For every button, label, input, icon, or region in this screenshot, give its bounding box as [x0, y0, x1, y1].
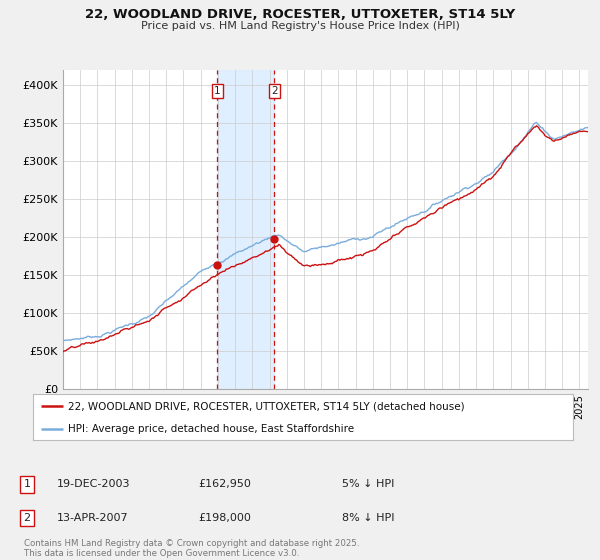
Text: £162,950: £162,950 — [198, 479, 251, 489]
Text: Price paid vs. HM Land Registry's House Price Index (HPI): Price paid vs. HM Land Registry's House … — [140, 21, 460, 31]
Text: 8% ↓ HPI: 8% ↓ HPI — [342, 513, 395, 523]
Bar — [217, 70, 274, 389]
Text: 1: 1 — [23, 479, 31, 489]
Text: 22, WOODLAND DRIVE, ROCESTER, UTTOXETER, ST14 5LY: 22, WOODLAND DRIVE, ROCESTER, UTTOXETER,… — [85, 8, 515, 21]
Text: 5% ↓ HPI: 5% ↓ HPI — [342, 479, 394, 489]
Text: HPI: Average price, detached house, East Staffordshire: HPI: Average price, detached house, East… — [68, 424, 354, 435]
Text: 22, WOODLAND DRIVE, ROCESTER, UTTOXETER, ST14 5LY (detached house): 22, WOODLAND DRIVE, ROCESTER, UTTOXETER,… — [68, 401, 465, 411]
Text: Contains HM Land Registry data © Crown copyright and database right 2025.
This d: Contains HM Land Registry data © Crown c… — [24, 539, 359, 558]
Text: 2: 2 — [23, 513, 31, 523]
Text: 2: 2 — [271, 86, 278, 96]
Text: £198,000: £198,000 — [198, 513, 251, 523]
Text: 13-APR-2007: 13-APR-2007 — [57, 513, 128, 523]
Text: 19-DEC-2003: 19-DEC-2003 — [57, 479, 131, 489]
Text: 1: 1 — [214, 86, 221, 96]
